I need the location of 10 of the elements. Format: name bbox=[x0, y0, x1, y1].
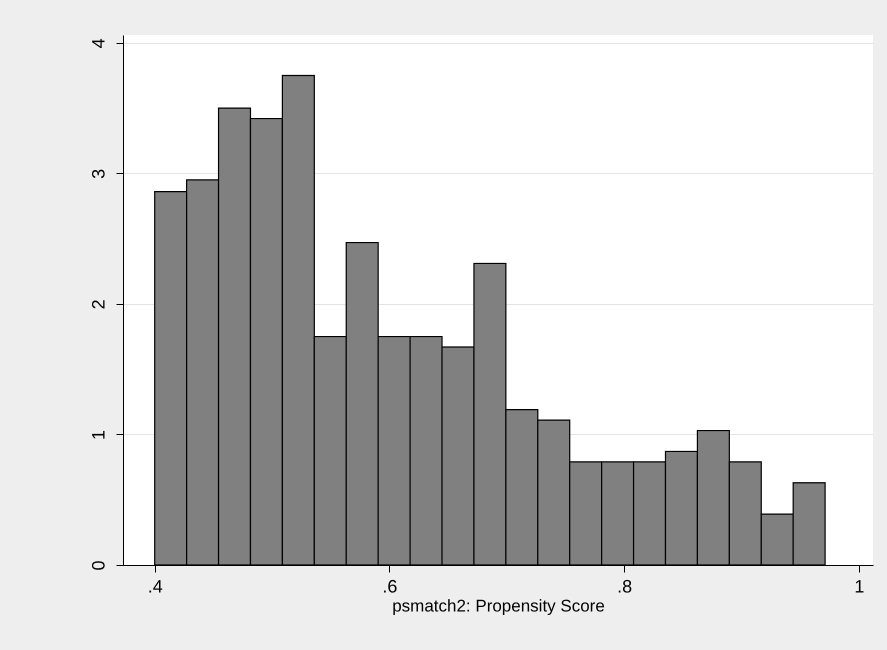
x-tick-label: .6 bbox=[382, 576, 398, 596]
x-tick-label: 1 bbox=[854, 576, 864, 596]
y-tick-label: 1 bbox=[88, 430, 108, 440]
x-tick-label: .8 bbox=[617, 576, 632, 596]
y-tick-label: 2 bbox=[88, 299, 108, 310]
x-tick-label: .4 bbox=[148, 576, 163, 596]
y-tick-label: 3 bbox=[88, 168, 108, 179]
y-tick-label: 0 bbox=[88, 560, 108, 571]
y-tick-label: 4 bbox=[88, 38, 108, 48]
x-axis-title: psmatch2: Propensity Score bbox=[392, 596, 605, 616]
